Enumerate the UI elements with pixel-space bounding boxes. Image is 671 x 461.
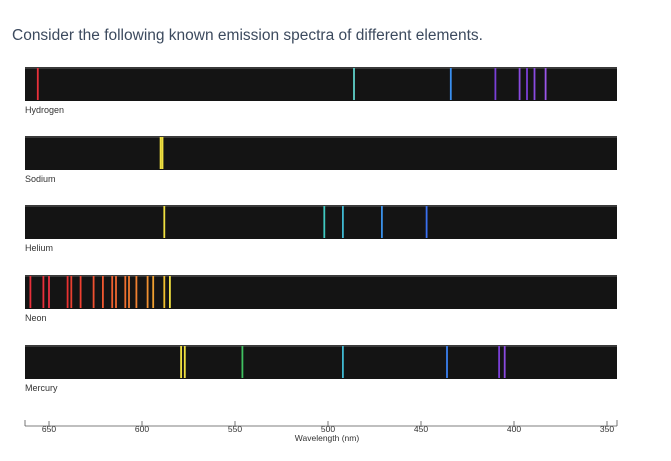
emission-line [48, 276, 50, 308]
element-label: Sodium [25, 174, 56, 184]
spectrum-bar-edge [25, 345, 617, 347]
wavelength-axis: 650 600 550 500 450 400 350 Wavelength (nm) [24, 420, 618, 443]
emission-line [544, 68, 547, 100]
spectrum-bar [25, 275, 617, 309]
spectrum-hydrogen: Hydrogen [25, 67, 617, 115]
emission-line [503, 346, 506, 378]
emission-line [323, 206, 326, 238]
spectrum-mercury: Mercury [25, 345, 617, 393]
element-label: Hydrogen [25, 105, 64, 115]
spectrum-bar-edge [25, 275, 617, 277]
axis-tick-label: 650 [42, 424, 56, 434]
spectrum-bar [25, 345, 617, 379]
emission-line [526, 68, 528, 100]
axis-tick-label: 550 [228, 424, 242, 434]
element-label: Helium [25, 243, 53, 253]
emission-line [169, 276, 171, 308]
emission-line [163, 206, 166, 238]
spectrum-neon: Neon [25, 275, 617, 323]
spectrum-bar [25, 205, 617, 239]
emission-line [36, 68, 39, 100]
axis-tick-label: 600 [135, 424, 149, 434]
emission-line [353, 68, 355, 100]
emission-line [446, 346, 448, 378]
emission-line [533, 68, 536, 100]
spectrum-bar-edge [25, 67, 617, 69]
axis-tick-label: 450 [414, 424, 428, 434]
emission-line [518, 68, 521, 100]
emission-line [159, 137, 162, 169]
emission-line [342, 346, 344, 378]
emission-line [124, 276, 127, 308]
emission-line [70, 276, 73, 308]
element-label: Neon [25, 313, 47, 323]
emission-line [163, 276, 166, 308]
emission-line [135, 276, 138, 308]
emission-line [241, 346, 244, 378]
element-label: Mercury [25, 383, 58, 393]
axis-tick-label: 400 [507, 424, 521, 434]
spectrum-bar [25, 136, 617, 170]
emission-line [183, 346, 186, 378]
emission-line [342, 206, 344, 238]
emission-line [161, 137, 164, 169]
question-text: Consider the following known emission sp… [12, 27, 483, 44]
emission-line [180, 346, 182, 378]
spectrum-bar [25, 67, 617, 101]
emission-line [102, 276, 104, 308]
emission-line [92, 276, 95, 308]
spectrum-bar-edge [25, 205, 617, 207]
emission-line [494, 68, 497, 100]
emission-line [381, 206, 383, 238]
emission-line [29, 276, 32, 308]
emission-line [111, 276, 114, 308]
emission-line [449, 68, 452, 100]
axis-tick-label: 500 [321, 424, 335, 434]
axis-tick-label: 350 [600, 424, 614, 434]
emission-line [498, 346, 500, 378]
emission-line [425, 206, 428, 238]
emission-line [79, 276, 82, 308]
emission-line [152, 276, 155, 308]
spectrum-sodium: Sodium [25, 136, 617, 184]
spectrum-helium: Helium [25, 205, 617, 253]
emission-line [146, 276, 149, 308]
emission-line [66, 276, 69, 308]
axis-label: Wavelength (nm) [295, 433, 360, 443]
axis-ticks: 650 600 550 500 450 400 350 [42, 421, 614, 434]
emission-line [115, 276, 117, 308]
emission-line [42, 276, 45, 308]
spectra-group: Hydrogen Sodium Helium Neon Mercury [25, 67, 617, 393]
emission-line [128, 276, 130, 308]
spectrum-bar-edge [25, 136, 617, 138]
